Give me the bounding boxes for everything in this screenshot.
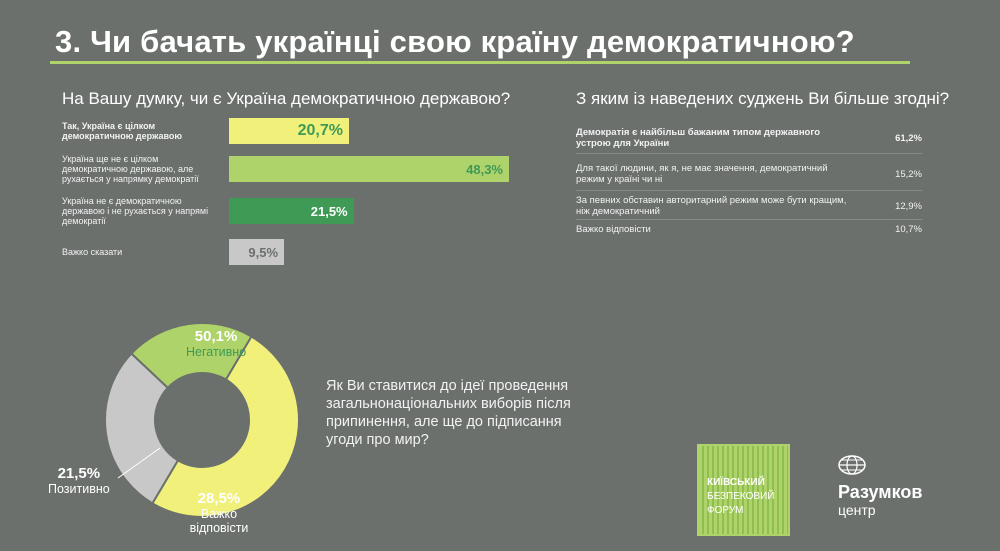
donut-question: Як Ви ставитися до ідеї проведення загал… xyxy=(326,378,571,448)
bar: 9,5% xyxy=(229,239,285,265)
razumkov-sub: центр xyxy=(838,502,876,518)
bar-value-label: 9,5% xyxy=(248,244,279,260)
table-row-value: 15,2% xyxy=(895,169,922,180)
page-title: 3. Чи бачать українці свою країну демокр… xyxy=(55,24,855,59)
bar-category-label: Так, Україна є цілком демократичною держ… xyxy=(62,121,183,141)
table-question: З яким із наведених суджень Ви більше зг… xyxy=(576,89,950,108)
donut-slice-label: 21,5% Позитивно xyxy=(48,465,110,496)
table-separator xyxy=(576,153,922,154)
table-row-value: 12,9% xyxy=(895,201,922,212)
donut-slice-name: Важко відповісти xyxy=(189,507,249,535)
bar-value-label: 20,7% xyxy=(297,122,343,139)
table-separator xyxy=(576,219,922,220)
table-row-value: 61,2% xyxy=(895,133,922,144)
razumkov-name: Разумков xyxy=(838,482,923,502)
bar-value-label: 21,5% xyxy=(310,203,348,219)
bar-category-label: Важко сказати xyxy=(62,247,123,257)
donut-slice-label: 50,1% Негативно xyxy=(186,328,246,359)
table-row-label: За певних обставин авторитарний режим мо… xyxy=(576,195,847,217)
donut-slice-label: 28,5% Важко відповісти xyxy=(184,490,254,535)
bar: 20,7% xyxy=(229,118,349,144)
bar-category-label: Україна ще не є цілком демократичною дер… xyxy=(62,154,199,184)
donut-slice-name: Негативно xyxy=(186,345,247,359)
logo-stripes xyxy=(699,446,788,534)
logo-line-1: КИЇВСЬКИЙ xyxy=(707,477,765,488)
logo-line-2: БЕЗПЕКОВИЙ xyxy=(707,491,775,502)
table-row-label: Для такої людини, як я, не має значення,… xyxy=(576,163,828,185)
donut-slice xyxy=(104,352,180,505)
bar-value-label: 48,3% xyxy=(466,161,503,177)
table-row-value: 10,7% xyxy=(895,224,922,235)
bar: 21,5% xyxy=(229,198,354,224)
leader-line xyxy=(117,447,161,479)
bar-category-label: Україна не є демократичною державою і не… xyxy=(62,196,209,226)
table-row-label: Важко відповісти xyxy=(576,224,651,235)
donut-slice-name: Позитивно xyxy=(48,482,110,496)
table-row-label: Демократія є найбільш бажаним типом держ… xyxy=(576,127,820,149)
logo-line-3: ФОРУМ xyxy=(707,505,744,516)
donut-slice-value: 28,5% xyxy=(197,490,241,507)
donut-slice-value: 21,5% xyxy=(57,465,101,482)
bar-chart-question: На Вашу думку, чи є Україна демократично… xyxy=(62,89,511,108)
table-separator xyxy=(576,190,922,191)
donut-slice-value: 50,1% xyxy=(194,328,238,345)
title-underline xyxy=(50,61,910,64)
globe-icon xyxy=(838,455,866,475)
bar: 48,3% xyxy=(229,156,509,182)
kyiv-security-forum-logo: КИЇВСЬКИЙ БЕЗПЕКОВИЙ ФОРУМ xyxy=(697,444,790,536)
